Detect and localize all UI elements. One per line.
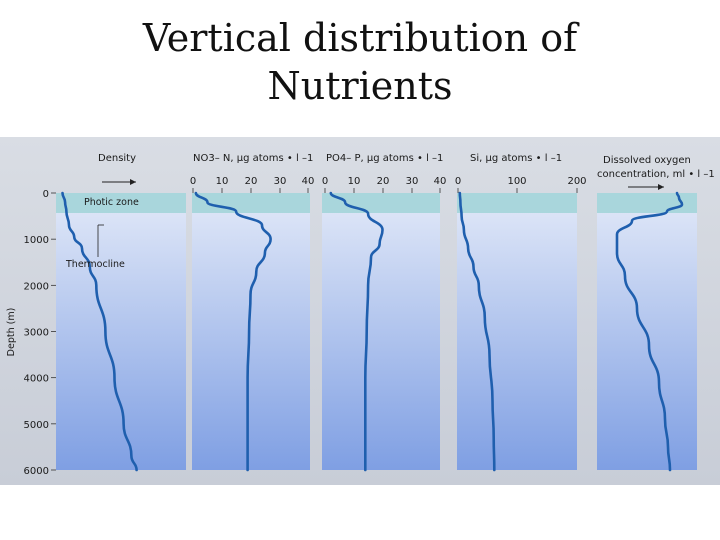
depth-axis: 0 1000 2000 3000 4000 5000 6000 Depth (m)	[6, 189, 56, 477]
x-tick-label: 0	[190, 176, 196, 187]
profile-curve	[615, 191, 684, 472]
slide-title: Vertical distribution of Nutrients	[0, 14, 720, 110]
thermocline-label: Thermocline	[65, 259, 125, 270]
title-line-2: Nutrients	[267, 64, 453, 108]
y-tick-label: 6000	[24, 466, 49, 477]
profile-curve	[194, 191, 272, 472]
x-tick-label: 40	[434, 176, 447, 187]
x-tick-label: 100	[507, 176, 526, 187]
photic-zone-band	[56, 193, 186, 213]
y-tick-label: 2000	[24, 281, 49, 292]
x-tick-label: 30	[274, 176, 287, 187]
y-tick-label: 4000	[24, 374, 49, 385]
panel-title: PO4– P, µg atoms • l –1	[326, 153, 443, 164]
panel-4: Si, µg atoms • l –1 0 100 200	[455, 153, 587, 472]
x-tick-label: 40	[302, 176, 315, 187]
x-tick-label: 10	[348, 176, 361, 187]
profile-curve	[61, 191, 138, 472]
water-column	[56, 193, 186, 470]
title-line-1: Vertical distribution of	[142, 16, 578, 60]
direction-arrow-head	[130, 179, 136, 185]
panel-title: Density	[98, 153, 136, 164]
x-tick-label: 30	[406, 176, 419, 187]
y-axis-label: Depth (m)	[6, 308, 17, 357]
photic-zone-label: Photic zone	[84, 197, 139, 208]
profile-curve	[458, 191, 496, 472]
x-tick-label: 0	[322, 176, 328, 187]
x-tick-label: 20	[245, 176, 258, 187]
profile-curve	[329, 191, 384, 472]
x-tick-label: 10	[216, 176, 229, 187]
y-tick-label: 5000	[24, 420, 49, 431]
chart-canvas: Density NO3– N, µg atoms • l –10 10 20 30 40P…	[6, 153, 715, 477]
x-tick-label: 20	[377, 176, 390, 187]
panel-title-line2: concentration, ml • l –1	[597, 169, 715, 180]
y-tick-label: 0	[43, 189, 49, 200]
direction-arrow-head	[658, 184, 664, 190]
photic-zone-band	[457, 193, 577, 213]
y-tick-label: 3000	[24, 328, 49, 339]
x-tick-label: 0	[455, 176, 461, 187]
panel-title: NO3– N, µg atoms • l –1	[193, 153, 313, 164]
panel-title: Dissolved oxygen	[603, 155, 691, 166]
y-tick-label: 1000	[24, 235, 49, 246]
water-column	[192, 193, 310, 470]
panel-2: NO3– N, µg atoms • l –1 0 10 20 30 40	[190, 153, 315, 472]
x-tick-label: 200	[567, 176, 586, 187]
water-column	[457, 193, 577, 470]
panel-1: Density	[56, 153, 186, 472]
nutrient-profiles-figure: Density NO3– N, µg atoms • l –1 0 10 20 30 40 P…	[0, 137, 720, 485]
panel-title: Si, µg atoms • l –1	[470, 153, 562, 164]
panel-3: PO4– P, µg atoms • l –1 0 10 20 30 40	[322, 153, 447, 472]
panel-5: Dissolved oxygen concentration, ml • l –1	[597, 155, 715, 472]
photic-zone-band	[322, 193, 440, 213]
